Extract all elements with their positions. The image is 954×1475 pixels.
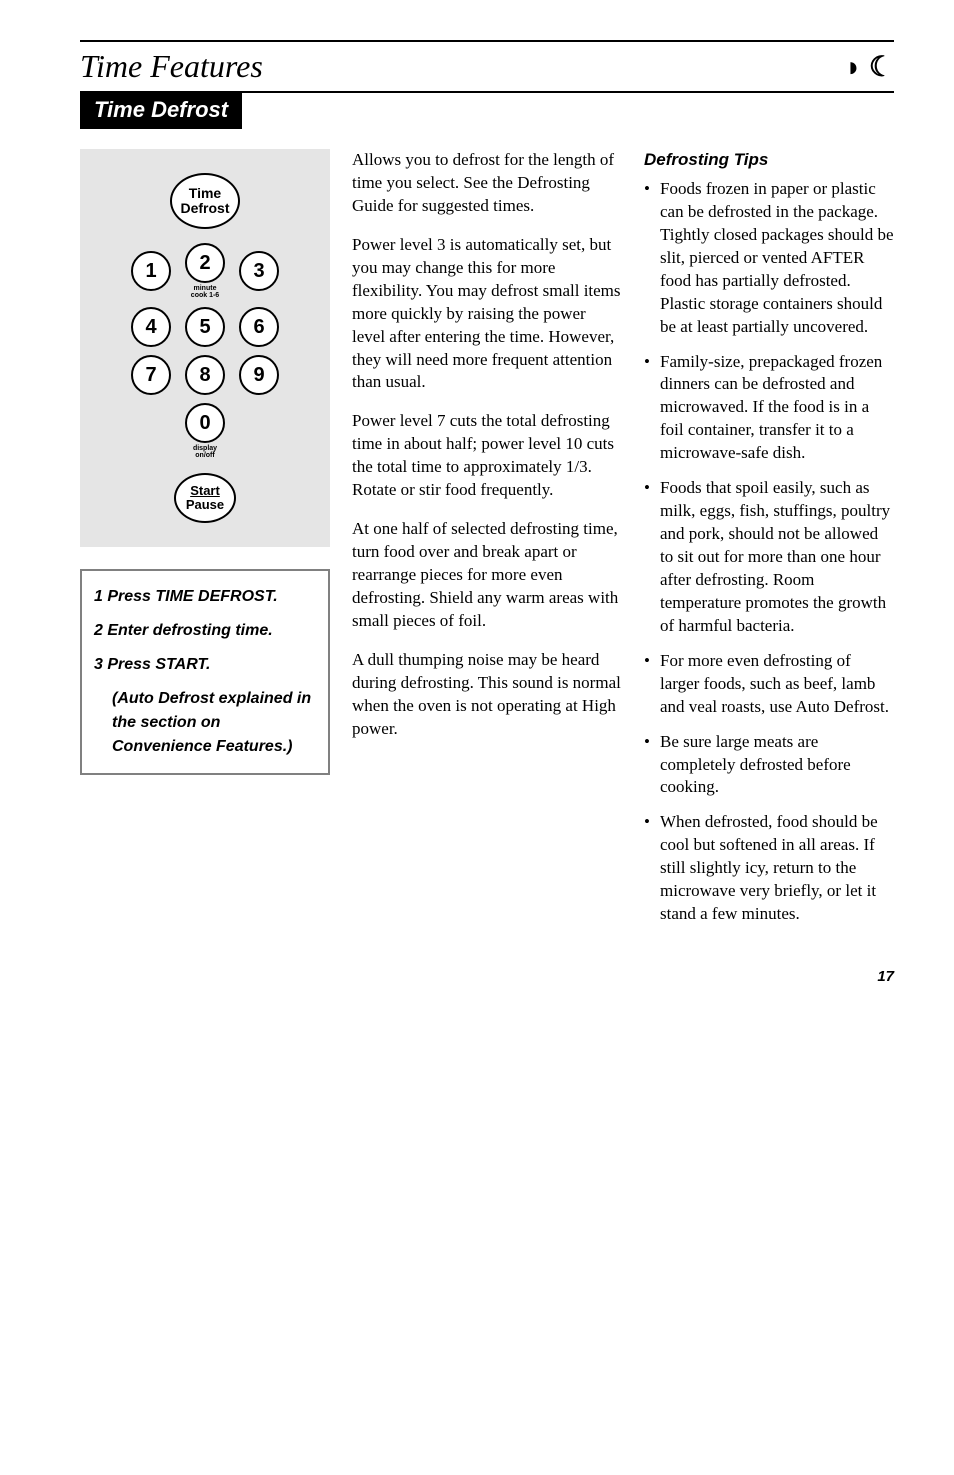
number-grid: 1 2 minute cook 1-6 3 4 5 6 7 8 9 bbox=[131, 243, 279, 459]
num-5-button[interactable]: 5 bbox=[185, 307, 225, 347]
tips-heading: Defrosting Tips bbox=[644, 149, 894, 172]
tip-item: Foods frozen in paper or plastic can be … bbox=[644, 178, 894, 339]
num-6-button[interactable]: 6 bbox=[239, 307, 279, 347]
body-p4: At one half of selected defrosting time,… bbox=[352, 518, 622, 633]
num-7-button[interactable]: 7 bbox=[131, 355, 171, 395]
num-row-1: 1 2 minute cook 1-6 3 bbox=[131, 243, 279, 299]
steps-box: 1 Press TIME DEFROST. 2 Enter defrosting… bbox=[80, 569, 330, 775]
corner-icon: ◗ ☾ bbox=[845, 50, 894, 84]
tip-item: Foods that spoil easily, such as milk, e… bbox=[644, 477, 894, 638]
num-row-4: 0 display on/off bbox=[185, 403, 225, 459]
top-rule bbox=[80, 40, 894, 42]
tips-list: Foods frozen in paper or plastic can be … bbox=[644, 178, 894, 926]
body-p3: Power level 7 cuts the total defrosting … bbox=[352, 410, 622, 502]
time-defrost-label-1: Time bbox=[189, 186, 221, 201]
tip-item: Be sure large meats are completely defro… bbox=[644, 731, 894, 800]
tip-item: When defrosted, food should be cool but … bbox=[644, 811, 894, 926]
right-column: Defrosting Tips Foods frozen in paper or… bbox=[644, 149, 894, 938]
content-row: Time Defrost 1 2 minute cook 1-6 3 4 5 6 bbox=[80, 149, 894, 938]
num-row-2: 4 5 6 bbox=[131, 307, 279, 347]
num-8-button[interactable]: 8 bbox=[185, 355, 225, 395]
num-2-button[interactable]: 2 bbox=[185, 243, 225, 283]
pause-label: Pause bbox=[186, 498, 224, 512]
num-1-button[interactable]: 1 bbox=[131, 251, 171, 291]
page-title: Time Features bbox=[80, 48, 263, 85]
num-4-button[interactable]: 4 bbox=[131, 307, 171, 347]
display-onoff-label: display on/off bbox=[185, 445, 225, 459]
time-defrost-button[interactable]: Time Defrost bbox=[170, 173, 240, 229]
step-3: 3 Press START. bbox=[94, 653, 316, 677]
middle-column: Allows you to defrost for the length of … bbox=[352, 149, 622, 938]
time-defrost-label-2: Defrost bbox=[180, 201, 229, 216]
body-p2: Power level 3 is automatically set, but … bbox=[352, 234, 622, 395]
num-row-3: 7 8 9 bbox=[131, 355, 279, 395]
num-9-button[interactable]: 9 bbox=[239, 355, 279, 395]
section-bar: Time Defrost bbox=[80, 93, 242, 129]
tip-item: Family-size, prepackaged frozen dinners … bbox=[644, 351, 894, 466]
steps-note: (Auto Defrost explained in the section o… bbox=[94, 687, 316, 759]
title-row: Time Features ◗ ☾ bbox=[80, 48, 894, 85]
minute-cook-label: minute cook 1-6 bbox=[185, 285, 225, 299]
step-1: 1 Press TIME DEFROST. bbox=[94, 585, 316, 609]
tip-item: For more even defrosting of larger foods… bbox=[644, 650, 894, 719]
body-p5: A dull thumping noise may be heard durin… bbox=[352, 649, 622, 741]
start-label: Start bbox=[190, 484, 220, 498]
num-0-button[interactable]: 0 bbox=[185, 403, 225, 443]
keypad-panel: Time Defrost 1 2 minute cook 1-6 3 4 5 6 bbox=[80, 149, 330, 547]
start-pause-button[interactable]: Start Pause bbox=[174, 473, 236, 523]
page-number: 17 bbox=[80, 968, 894, 985]
step-2: 2 Enter defrosting time. bbox=[94, 619, 316, 643]
body-p1: Allows you to defrost for the length of … bbox=[352, 149, 622, 218]
left-column: Time Defrost 1 2 minute cook 1-6 3 4 5 6 bbox=[80, 149, 330, 938]
num-3-button[interactable]: 3 bbox=[239, 251, 279, 291]
